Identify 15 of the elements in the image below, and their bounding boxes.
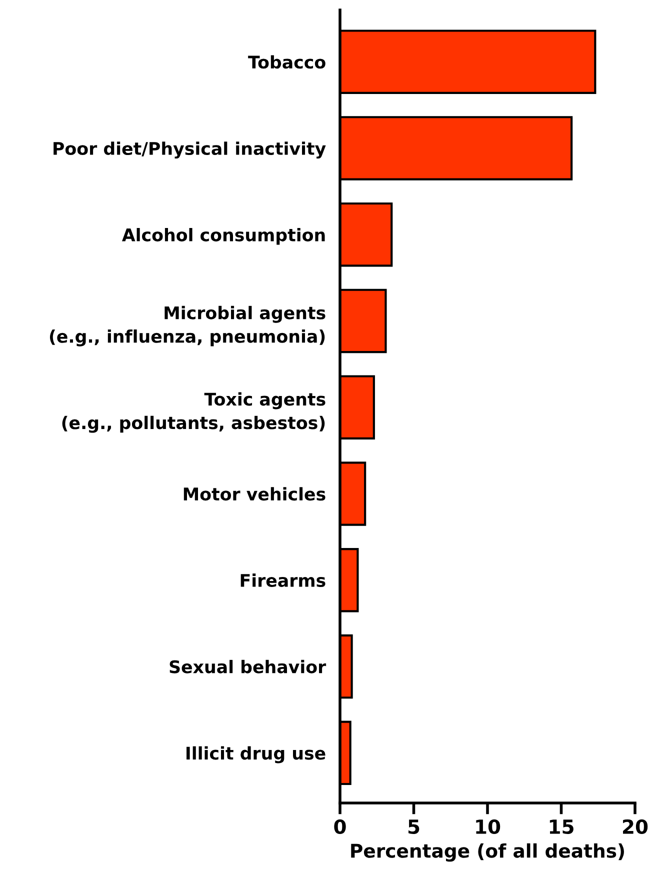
x-tick-label: 15 xyxy=(550,820,574,834)
x-tick-label: 10 xyxy=(476,819,500,834)
x-axis-title: Percentage (of all deaths) xyxy=(351,843,624,862)
y-tick-label: Illicit drug use xyxy=(186,746,326,764)
y-tick-label: Firearms xyxy=(240,574,326,587)
y-tick-label: Microbial agents (e.g., influenza, pneumonia) xyxy=(50,306,326,346)
x-tick-label: 20 xyxy=(623,819,648,834)
y-tick-label: Tobacco xyxy=(248,55,326,69)
y-tick-label: Alcohol consumption xyxy=(122,228,325,245)
y-tick-label: Motor vehicles xyxy=(184,487,326,501)
y-tick-label: Poor diet/Physical inactivity xyxy=(54,142,326,159)
x-tick-label: 5 xyxy=(408,820,420,834)
y-tick-label: Sexual behavior xyxy=(170,660,326,674)
x-tick-label: 0 xyxy=(334,819,346,834)
y-tick-label: Toxic agents (e.g., pollutants, asbestos) xyxy=(62,392,326,433)
